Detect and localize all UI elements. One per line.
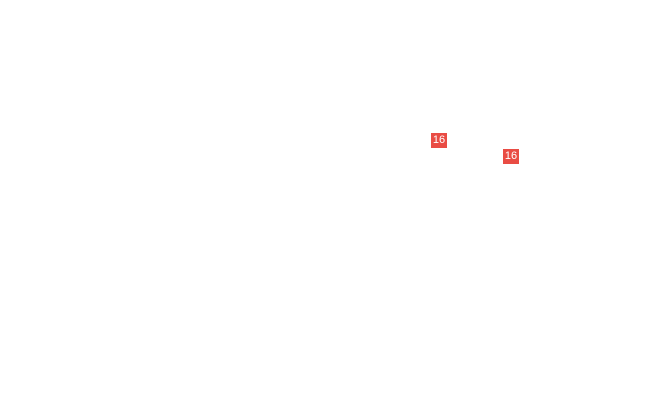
part-callout-badge[interactable]: 16	[431, 133, 447, 148]
part-callout-badge[interactable]: 16	[503, 149, 519, 164]
